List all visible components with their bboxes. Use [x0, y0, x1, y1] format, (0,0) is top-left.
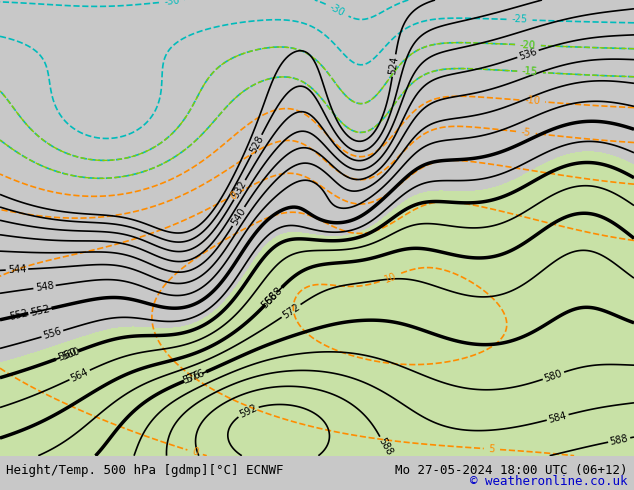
Text: 552: 552: [29, 304, 51, 318]
Text: 568: 568: [259, 291, 280, 311]
Text: 588: 588: [609, 433, 629, 447]
Text: 588: 588: [376, 436, 394, 457]
Text: 584: 584: [548, 410, 568, 424]
Text: 580: 580: [543, 368, 564, 383]
Text: 572: 572: [281, 301, 302, 320]
Text: 0: 0: [228, 190, 238, 201]
Text: 528: 528: [248, 134, 265, 155]
Text: 560: 560: [61, 345, 82, 362]
Text: Mo 27-05-2024 18:00 UTC (06+12): Mo 27-05-2024 18:00 UTC (06+12): [395, 465, 628, 477]
Text: 552: 552: [9, 309, 29, 322]
Text: -25: -25: [512, 15, 527, 25]
Text: -30: -30: [164, 0, 180, 7]
Text: 0: 0: [191, 446, 200, 458]
Text: 532: 532: [231, 179, 249, 200]
Text: 564: 564: [69, 367, 90, 383]
Text: -20: -20: [520, 40, 536, 50]
Text: 560: 560: [56, 347, 78, 363]
Text: 544: 544: [8, 264, 27, 275]
Text: 576: 576: [184, 368, 206, 385]
Text: 5: 5: [488, 444, 495, 454]
Text: 536: 536: [517, 46, 538, 61]
Text: 592: 592: [238, 403, 259, 420]
Text: 568: 568: [263, 285, 284, 307]
Text: -30: -30: [328, 2, 346, 18]
Text: Height/Temp. 500 hPa [gdmp][°C] ECNWF: Height/Temp. 500 hPa [gdmp][°C] ECNWF: [6, 465, 284, 477]
Text: 540: 540: [230, 206, 248, 227]
Text: 576: 576: [181, 370, 202, 386]
Text: 556: 556: [42, 326, 63, 341]
Text: © weatheronline.co.uk: © weatheronline.co.uk: [470, 475, 628, 488]
Text: 524: 524: [387, 55, 400, 75]
Text: -15: -15: [522, 67, 538, 77]
Text: -5: -5: [521, 127, 531, 138]
Text: -20: -20: [520, 40, 536, 50]
Text: -10: -10: [524, 96, 540, 107]
Text: 10: 10: [383, 270, 398, 284]
Text: -15: -15: [522, 67, 538, 77]
Text: 548: 548: [35, 281, 55, 293]
